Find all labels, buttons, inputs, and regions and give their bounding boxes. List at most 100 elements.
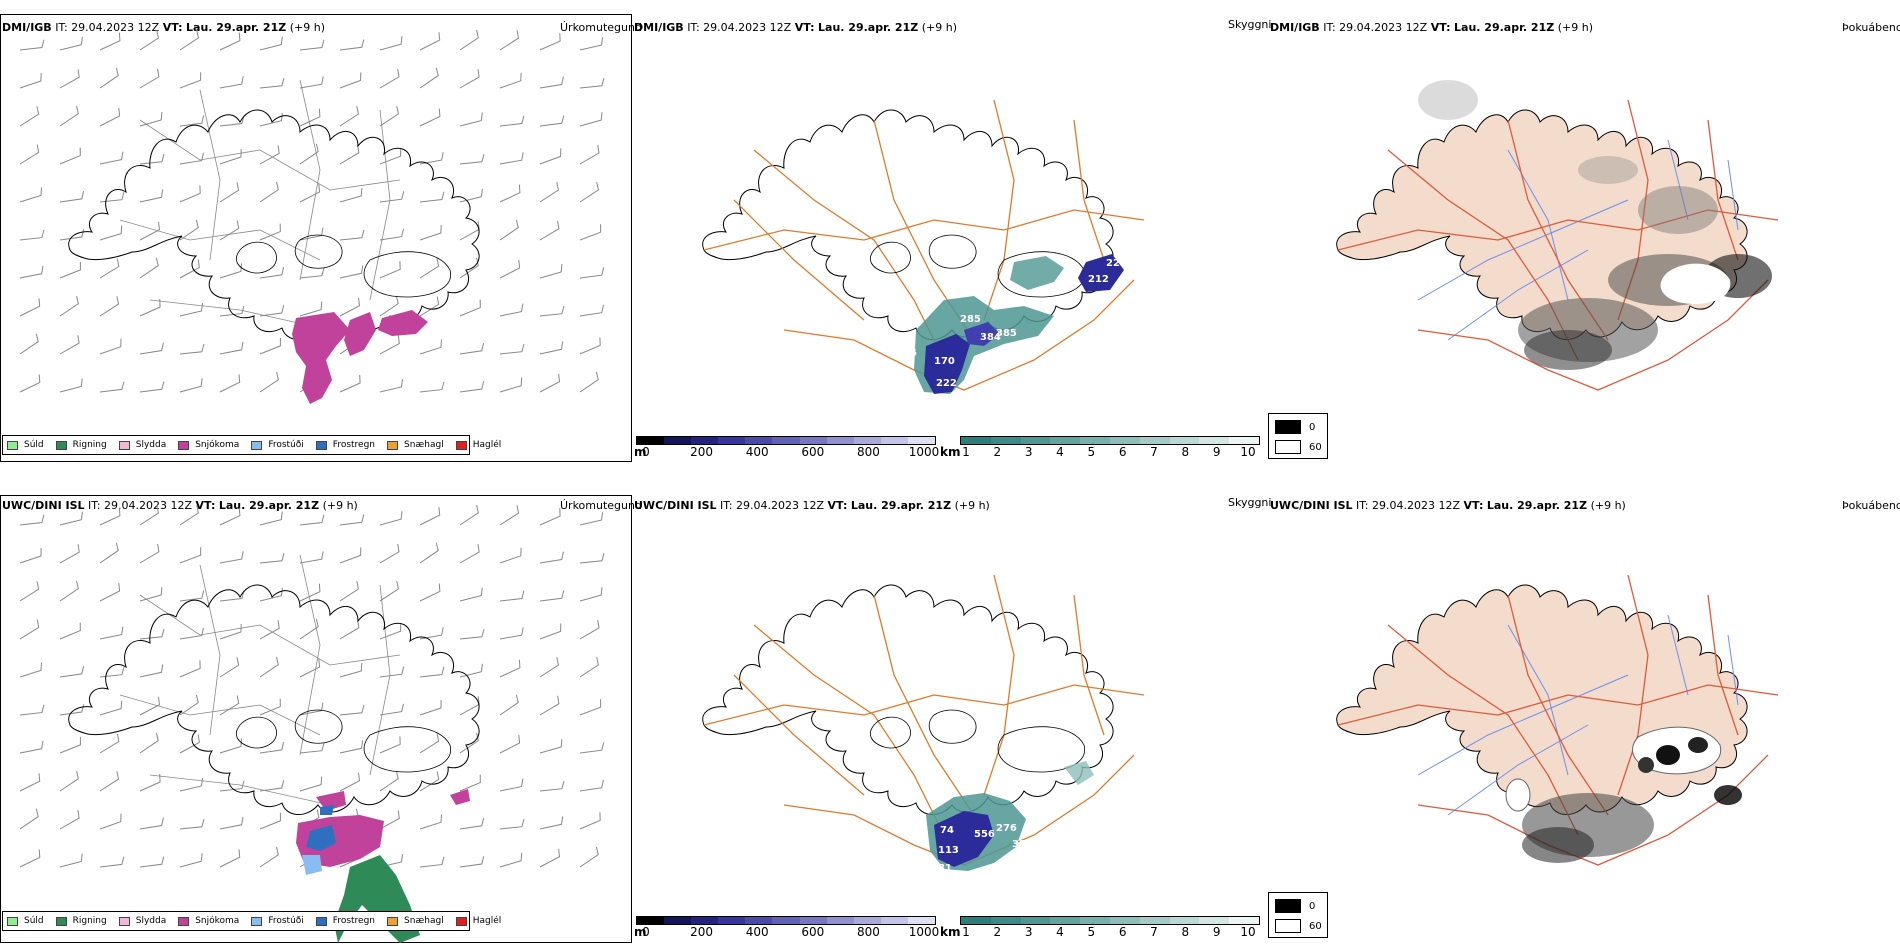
- wind-barb: [339, 106, 359, 127]
- legend-swatch: [118, 916, 130, 926]
- wind-barb: [499, 627, 524, 640]
- wind-barb: [139, 856, 165, 868]
- wind-barb: [459, 299, 481, 317]
- wind-barb: [539, 738, 563, 754]
- colorbar-segment: [664, 437, 692, 444]
- wind-barb: [379, 703, 404, 716]
- wind-barb: [19, 619, 40, 640]
- wind-barb: [539, 373, 561, 393]
- wind-barb: [419, 258, 440, 279]
- wind-barb: [299, 514, 325, 526]
- wind-barb: [99, 191, 125, 203]
- glaciers: [870, 709, 1085, 773]
- wind-barb: [339, 374, 361, 393]
- wind-barb: [579, 779, 604, 792]
- wind-barb: [139, 505, 159, 526]
- field-name-precip: Úrkomutegund: [560, 21, 642, 34]
- ceiling-unit: m: [634, 445, 647, 459]
- wind-barb: [99, 700, 123, 716]
- legend-label: Súld: [24, 440, 44, 450]
- wind-barb: [139, 111, 163, 127]
- wind-barb: [219, 374, 241, 393]
- wind-barb: [259, 780, 285, 792]
- wind-barb: [339, 772, 361, 792]
- wind-barb: [539, 115, 565, 127]
- wind-barb: [219, 738, 242, 754]
- colorbar-tick: 6: [1118, 925, 1127, 939]
- wind-barb: [379, 511, 403, 526]
- legend-swatch: [315, 916, 327, 926]
- wind-barb: [499, 115, 525, 127]
- wind-barb: [339, 265, 364, 279]
- wind-barb: [139, 189, 164, 203]
- wind-barb: [99, 771, 120, 792]
- field-name-visibility: Skyggni: [1228, 18, 1272, 31]
- colorbar-segment: [961, 437, 991, 444]
- wind-barb: [19, 72, 42, 89]
- wind-barb: [179, 219, 199, 241]
- wind-barb: [259, 552, 285, 564]
- panel-header: UWC/DINI ISL IT: 29.04.2023 12Z VT: Lau.…: [2, 499, 358, 512]
- colorbar-segment: [691, 917, 719, 924]
- colorbar-tick: 2: [993, 925, 1002, 939]
- wind-barb: [99, 666, 125, 678]
- wind-barb: [19, 849, 41, 868]
- wind-barb: [19, 374, 41, 393]
- colorbar-segment: [745, 437, 773, 444]
- wind-barb: [459, 628, 485, 640]
- colorbar-segment: [745, 917, 773, 924]
- wind-barb: [419, 32, 441, 51]
- fog-legend-1: 0 60: [1268, 413, 1328, 459]
- colorbar-tick: 5: [1087, 925, 1096, 939]
- iceland-coastline: [702, 109, 1114, 340]
- colorbar-tick: 1: [962, 445, 970, 459]
- legend-swatch: [55, 440, 67, 450]
- wind-barb: [219, 115, 245, 127]
- wind-barb: [419, 381, 445, 393]
- colorbar-segment: [1229, 437, 1259, 444]
- wind-barb: [539, 33, 561, 51]
- wind-barbs: [19, 504, 605, 868]
- wind-barb: [259, 511, 283, 526]
- visibility-unit: km: [940, 925, 961, 939]
- wind-barb: [259, 181, 279, 203]
- wind-barb: [339, 297, 361, 317]
- wind-barb: [179, 818, 205, 830]
- colorbar-segment: [1169, 917, 1200, 924]
- wind-barb: [459, 69, 480, 89]
- road-network: [703, 99, 1145, 391]
- wind-barb: [139, 817, 164, 830]
- wind-barb: [459, 663, 483, 678]
- fog-legend-2: 0 60: [1268, 892, 1328, 938]
- wind-barb: [539, 508, 561, 526]
- wind-barb: [99, 258, 120, 279]
- wind-barb: [379, 36, 403, 51]
- wind-barb: [379, 68, 400, 89]
- colorbar-tick: 5: [1087, 445, 1096, 459]
- wind-barb: [459, 153, 485, 165]
- wind-barb: [499, 734, 521, 754]
- fog-legend-row: 0: [1275, 899, 1315, 913]
- wind-barb: [99, 108, 121, 127]
- iceland-coastline: [68, 109, 480, 340]
- wind-barb: [179, 853, 203, 868]
- fog-legend-label: 60: [1309, 920, 1322, 932]
- wind-barb: [379, 379, 404, 393]
- legend-item-frostúði: Frostúði: [251, 440, 304, 450]
- colorbar-tick: 1000: [908, 925, 940, 939]
- wind-barb: [419, 666, 445, 678]
- ceiling-value-label: 236: [896, 348, 917, 359]
- colorbar-segment: [1169, 437, 1200, 444]
- wind-barb: [419, 583, 441, 602]
- wind-barb: [139, 30, 159, 51]
- colorbar-tick: 600: [801, 925, 825, 939]
- wind-barb: [379, 666, 405, 678]
- wind-barb: [139, 773, 161, 792]
- iceland-land: [1336, 584, 1748, 815]
- model-name: UWC/DINI ISL: [634, 499, 717, 512]
- colorbar-tick: 1: [962, 925, 970, 939]
- colorbar-segment: [1080, 437, 1110, 444]
- wind-barb: [219, 148, 242, 165]
